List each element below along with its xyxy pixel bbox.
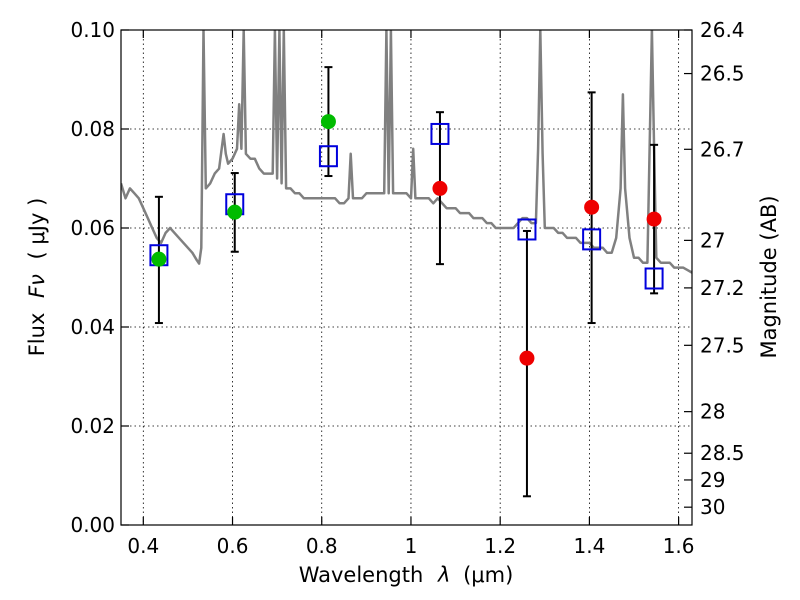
x-axis-label-unit: (μm) <box>463 563 513 587</box>
y-tick-label: 0.08 <box>70 117 115 141</box>
y2-tick-label: 29 <box>700 468 725 492</box>
model-box-marker <box>517 218 537 241</box>
x-tick-label: 0.6 <box>217 534 249 558</box>
y-tick-label: 0.04 <box>70 315 115 339</box>
y2-axis-ticks: 26.4 26.5 26.7 27 27.2 27.5 28 28.5 29 30 <box>684 18 745 519</box>
measured-points <box>151 114 662 366</box>
model-box-marker <box>644 267 664 290</box>
y-axis-label: Flux Fν ( μJy ) <box>25 198 49 357</box>
grid <box>121 29 692 526</box>
y2-tick-label: 27.2 <box>700 276 745 300</box>
flux-point-marker <box>584 199 600 215</box>
x-axis-label-text: Wavelength <box>299 563 424 587</box>
flux-point-marker <box>151 251 167 267</box>
y2-tick-label: 27 <box>700 228 725 252</box>
y2-tick-label: 26.7 <box>700 137 745 161</box>
y-tick-label: 0.02 <box>70 414 115 438</box>
x-tick-label: 1.4 <box>573 534 605 558</box>
y2-tick-label: 26.5 <box>700 62 745 86</box>
flux-point-marker <box>320 114 336 130</box>
y-tick-label: 0.00 <box>70 513 115 537</box>
x-tick-label: 1.6 <box>663 534 695 558</box>
x-axis-label: Wavelength λ (μm) <box>299 563 514 587</box>
y2-axis-label: Magnitude (AB) <box>757 195 781 358</box>
x-tick-label: 0.8 <box>306 534 338 558</box>
model-box-marker <box>430 122 450 145</box>
y-axis-label-text: Flux <box>25 313 49 357</box>
y-tick-label: 0.06 <box>70 216 115 240</box>
y2-tick-label: 27.5 <box>700 333 745 357</box>
flux-point-marker <box>432 180 448 196</box>
y-axis-label-symbol: Fν <box>25 274 49 298</box>
error-bars <box>154 66 659 498</box>
spectrum-line <box>121 30 692 274</box>
y-tick-label: 0.10 <box>70 18 115 42</box>
y2-tick-label: 28.5 <box>700 441 745 465</box>
y2-tick-label: 28 <box>700 400 725 424</box>
flux-point-marker <box>227 204 243 220</box>
x-axis-label-symbol: λ <box>437 563 450 587</box>
x-tick-label: 0.4 <box>127 534 159 558</box>
flux-point-marker <box>519 350 535 366</box>
x-axis-ticks: 0.4 0.6 0.8 1 1.2 1.4 1.6 <box>127 30 695 558</box>
x-tick-label: 1.2 <box>484 534 516 558</box>
model-box-marker <box>582 228 602 251</box>
x-tick-label: 1 <box>405 534 418 558</box>
model-box-marker <box>318 145 338 168</box>
y2-tick-label: 30 <box>700 495 725 519</box>
y-axis-label-unit: ( μJy ) <box>25 198 49 260</box>
plot-frame <box>120 29 693 526</box>
y2-tick-label: 26.4 <box>700 18 745 42</box>
y-axis-ticks: 0.00 0.02 0.04 0.06 0.08 0.10 <box>70 18 129 537</box>
flux-point-marker <box>646 211 662 227</box>
